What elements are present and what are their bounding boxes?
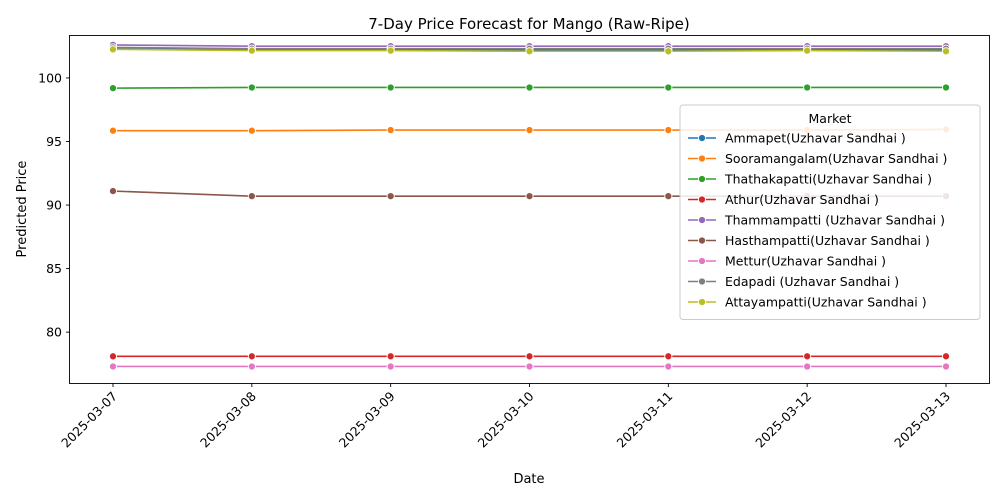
chart-title: 7-Day Price Forecast for Mango (Raw-Ripe… bbox=[368, 15, 689, 33]
data-point bbox=[386, 352, 395, 361]
data-point bbox=[247, 352, 256, 361]
data-point bbox=[247, 192, 256, 201]
plot-frame bbox=[69, 35, 990, 384]
data-point bbox=[525, 47, 534, 56]
data-point bbox=[247, 83, 256, 92]
data-point bbox=[941, 352, 951, 361]
data-point bbox=[941, 362, 951, 371]
data-point bbox=[664, 83, 673, 92]
legend-item: Thathakapatti(Uzhavar Sandhai ) bbox=[688, 172, 932, 187]
data-point bbox=[664, 192, 673, 201]
legend-item: Athur(Uzhavar Sandhai ) bbox=[688, 192, 879, 207]
legend-item: Ammapet(Uzhavar Sandhai ) bbox=[688, 131, 906, 146]
data-point bbox=[108, 84, 118, 93]
series-7 bbox=[108, 362, 951, 371]
data-point bbox=[941, 47, 951, 56]
legend-swatch-marker bbox=[697, 297, 707, 307]
series-9 bbox=[108, 45, 951, 56]
data-point bbox=[664, 362, 673, 371]
legend-item: Thammampatti (Uzhavar Sandhai ) bbox=[688, 213, 945, 228]
x-axis-label: Date bbox=[513, 472, 544, 487]
data-point bbox=[108, 352, 118, 361]
data-point bbox=[525, 83, 534, 92]
data-point bbox=[525, 362, 534, 371]
x-tick-label: 2025-03-08 bbox=[197, 388, 259, 450]
y-tick-label: 80 bbox=[46, 325, 62, 340]
legend-label: Sooramangalam(Uzhavar Sandhai ) bbox=[725, 151, 947, 166]
legend-item: Sooramangalam(Uzhavar Sandhai ) bbox=[688, 151, 947, 166]
legend-swatch-marker bbox=[697, 236, 707, 245]
data-point bbox=[386, 192, 395, 201]
data-point bbox=[803, 352, 812, 361]
legend-label: Thathakapatti(Uzhavar Sandhai ) bbox=[724, 172, 932, 187]
data-point bbox=[386, 126, 395, 135]
data-point bbox=[525, 126, 534, 135]
data-point bbox=[664, 352, 673, 361]
data-point bbox=[664, 47, 673, 56]
series-3 bbox=[108, 83, 951, 93]
legend-title: Market bbox=[809, 111, 852, 126]
x-tick-label: 2025-03-10 bbox=[475, 388, 537, 450]
data-point bbox=[108, 362, 118, 371]
x-tick-label: 2025-03-11 bbox=[613, 389, 675, 451]
legend-swatch-marker bbox=[697, 174, 707, 184]
legend-item: Edapadi (Uzhavar Sandhai ) bbox=[688, 274, 899, 289]
y-axis-label: Predicted Price bbox=[15, 161, 30, 258]
legend-item: Attayampatti(Uzhavar Sandhai ) bbox=[688, 295, 927, 310]
legend-swatch-marker bbox=[697, 195, 707, 204]
data-point bbox=[247, 362, 256, 371]
data-point bbox=[803, 46, 812, 55]
x-tick-label: 2025-03-12 bbox=[752, 389, 814, 451]
data-point bbox=[247, 126, 256, 135]
legend-label: Edapadi (Uzhavar Sandhai ) bbox=[725, 274, 899, 289]
legend-label: Attayampatti(Uzhavar Sandhai ) bbox=[725, 295, 927, 310]
y-tick-label: 95 bbox=[46, 134, 62, 149]
legend-label: Hasthampatti(Uzhavar Sandhai ) bbox=[725, 233, 930, 248]
data-point bbox=[386, 46, 395, 55]
data-point bbox=[386, 83, 395, 92]
legend-label: Athur(Uzhavar Sandhai ) bbox=[725, 192, 879, 207]
legend-swatch-marker bbox=[697, 154, 707, 163]
data-point bbox=[803, 83, 812, 92]
legend-label: Thammampatti (Uzhavar Sandhai ) bbox=[724, 213, 945, 228]
data-point bbox=[108, 187, 118, 196]
x-tick-label: 2025-03-07 bbox=[58, 389, 120, 451]
legend: Market Ammapet(Uzhavar Sandhai ) Sooramang… bbox=[679, 104, 981, 320]
y-tick-label: 85 bbox=[46, 261, 62, 276]
data-point bbox=[525, 352, 534, 361]
y-tick-label: 90 bbox=[46, 198, 62, 213]
legend-swatch-marker bbox=[697, 215, 707, 225]
data-point bbox=[525, 192, 534, 201]
data-point bbox=[803, 362, 812, 371]
data-point bbox=[941, 83, 951, 92]
data-point bbox=[386, 362, 395, 371]
data-point bbox=[108, 126, 118, 135]
legend-swatch-marker bbox=[697, 256, 707, 266]
legend-box bbox=[679, 104, 981, 320]
legend-swatch-marker bbox=[697, 133, 707, 143]
data-point bbox=[108, 45, 118, 54]
series-4 bbox=[108, 352, 951, 361]
data-point bbox=[664, 126, 673, 135]
x-tick-label: 2025-03-13 bbox=[891, 389, 953, 451]
data-point bbox=[247, 46, 256, 55]
y-tick-label: 100 bbox=[38, 70, 62, 85]
legend-item: Mettur(Uzhavar Sandhai ) bbox=[688, 254, 886, 269]
legend-label: Ammapet(Uzhavar Sandhai ) bbox=[725, 131, 906, 146]
legend-item: Hasthampatti(Uzhavar Sandhai ) bbox=[688, 233, 930, 248]
legend-label: Mettur(Uzhavar Sandhai ) bbox=[725, 254, 886, 269]
legend-swatch-marker bbox=[697, 277, 707, 286]
x-tick-label: 2025-03-09 bbox=[336, 388, 398, 450]
